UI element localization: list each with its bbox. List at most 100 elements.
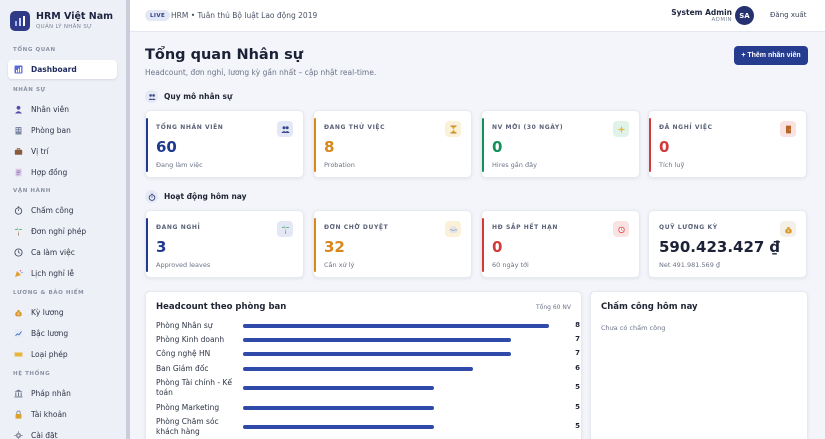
- stat-card: NV MỚI (30 NGÀY) 0 Hires gần đây: [481, 110, 640, 178]
- sidebar-item[interactable]: Chấm công: [8, 201, 117, 220]
- sidebar-item-label: Chấm công: [31, 206, 74, 215]
- department-bar-track: [243, 324, 549, 328]
- department-bar: [243, 338, 511, 342]
- party-icon: [14, 269, 23, 278]
- section-title: Quy mô nhân sự: [164, 92, 233, 101]
- card-accent-bar: [146, 118, 148, 172]
- stat-card-value: 3: [156, 238, 167, 256]
- sidebar-section-label: VẬN HÀNH: [13, 188, 51, 194]
- section-scale: Quy mô nhân sự: [145, 90, 232, 103]
- department-name: Ban Giám đốc: [156, 364, 209, 373]
- sidebar-item[interactable]: Pháp nhân: [8, 384, 117, 403]
- department-bar-track: [243, 338, 549, 342]
- card-accent-bar: [482, 218, 484, 272]
- department-bar-track: [243, 406, 549, 410]
- department-count: 6: [575, 364, 580, 372]
- sidebar-item-label: Đơn nghỉ phép: [31, 227, 87, 236]
- stat-card-label: ĐANG NGHỈ: [156, 224, 201, 231]
- stopwatch-icon: [14, 206, 23, 215]
- sidebar-item[interactable]: Loại phép: [8, 345, 117, 364]
- sidebar-item[interactable]: Nhân viên: [8, 100, 117, 119]
- stat-card-value: 0: [492, 138, 503, 156]
- sidebar-item-label: Phòng ban: [31, 126, 71, 135]
- door-icon: [780, 121, 796, 137]
- department-bar: [243, 367, 473, 371]
- money-bag-icon: $: [14, 308, 23, 317]
- sidebar: HRM Việt Nam QUẢN LÝ NHÂN SỰ TỔNG QUAN Da…: [0, 0, 130, 439]
- department-count: 5: [575, 422, 580, 430]
- stat-card: ĐANG NGHỈ 3 Approved leaves: [145, 210, 304, 278]
- sidebar-item[interactable]: Ca làm việc: [8, 243, 117, 262]
- sidebar-scrollbar[interactable]: [126, 0, 130, 439]
- people-icon: [277, 121, 293, 137]
- sidebar-item[interactable]: Tài khoản: [8, 405, 117, 424]
- clock-icon: [14, 248, 23, 257]
- stat-card-note: Tích luỹ: [659, 161, 685, 169]
- people-icon: [145, 90, 158, 103]
- stat-card-value: 60: [156, 138, 177, 156]
- stat-card-note: Cần xử lý: [324, 261, 355, 269]
- department-name: Phòng Nhân sự: [156, 321, 213, 330]
- department-count: 7: [575, 349, 580, 357]
- sidebar-item-label: Bậc lương: [31, 329, 69, 338]
- brand-subtitle: QUẢN LÝ NHÂN SỰ: [36, 24, 93, 30]
- department-bar: [243, 406, 435, 410]
- sidebar-item[interactable]: Hợp đồng: [8, 163, 117, 182]
- sidebar-item[interactable]: Đơn nghỉ phép: [8, 222, 117, 241]
- brand-logo-icon: [10, 11, 30, 31]
- logout-link[interactable]: Đăng xuất: [770, 11, 807, 19]
- sidebar-item-label: Loại phép: [31, 350, 68, 359]
- sidebar-item[interactable]: Phòng ban: [8, 121, 117, 140]
- department-name: Phòng Kinh doanh: [156, 335, 225, 344]
- avatar[interactable]: SA: [735, 6, 754, 25]
- stat-card: ĐÃ NGHỈ VIỆC 0 Tích luỹ: [648, 110, 807, 178]
- sidebar-item[interactable]: $ Kỳ lương: [8, 303, 117, 322]
- palm-tree-icon: [14, 227, 23, 236]
- department-bar: [243, 324, 549, 328]
- bank-icon: [14, 389, 23, 398]
- sidebar-item-label: Nhân viên: [31, 105, 69, 114]
- stat-card-note: Đang làm việc: [156, 161, 203, 169]
- sidebar-item-label: Tài khoản: [31, 410, 67, 419]
- department-name: Phòng Marketing: [156, 403, 220, 412]
- chart-icon: [14, 65, 23, 74]
- sidebar-item[interactable]: Bậc lương: [8, 324, 117, 343]
- page-subtitle: Headcount, đơn nghỉ, lương kỳ gần nhất –…: [145, 68, 377, 77]
- page-title: Tổng quan Nhân sự: [145, 47, 304, 63]
- stat-card-label: NV MỚI (30 NGÀY): [492, 124, 564, 131]
- department-count: 5: [575, 403, 580, 411]
- sidebar-item[interactable]: Lịch nghỉ lễ: [8, 264, 117, 283]
- stat-card: TỔNG NHÂN VIÊN 60 Đang làm việc: [145, 110, 304, 178]
- palm-tree-icon: [277, 221, 293, 237]
- department-bar-track: [243, 425, 549, 429]
- sidebar-item-label: Vị trí: [31, 147, 49, 156]
- card-accent-bar: [314, 118, 316, 172]
- sidebar-item[interactable]: Cài đặt: [8, 426, 117, 439]
- stat-card: ĐƠN CHỜ DUYỆT 32 Cần xử lý: [313, 210, 472, 278]
- ticket-icon: [14, 350, 23, 359]
- sidebar-item-label: Kỳ lương: [31, 308, 64, 317]
- briefcase-icon: [14, 147, 23, 156]
- stat-card: QUỸ LƯƠNG KỲ 590.423.427 ₫ Net 491.981.569…: [648, 210, 807, 278]
- section-title: Hoạt động hôm nay: [164, 192, 247, 201]
- sidebar-item-label: Cài đặt: [31, 431, 58, 439]
- sidebar-section-label: LƯƠNG & BẢO HIỂM: [13, 290, 85, 296]
- department-count: 5: [575, 383, 580, 391]
- stat-card-note: 60 ngày tới: [492, 261, 529, 269]
- card-accent-bar: [314, 218, 316, 272]
- sidebar-item-label: Hợp đồng: [31, 168, 68, 177]
- sidebar-item[interactable]: Dashboard: [8, 60, 117, 79]
- alarm-icon: [613, 221, 629, 237]
- stat-card-label: QUỸ LƯƠNG KỲ: [659, 224, 718, 231]
- stat-card: HĐ SẮP HẾT HẠN 0 60 ngày tới: [481, 210, 640, 278]
- stat-card-value: 590.423.427 ₫: [659, 238, 780, 256]
- stat-card-value: 0: [492, 238, 503, 256]
- sidebar-section-label: NHÂN SỰ: [13, 87, 46, 93]
- sidebar-item-label: Pháp nhân: [31, 389, 71, 398]
- stat-card-label: ĐANG THỬ VIỆC: [324, 124, 386, 131]
- brand[interactable]: HRM Việt Nam QUẢN LÝ NHÂN SỰ: [10, 11, 113, 31]
- building-icon: [14, 126, 23, 135]
- sidebar-item[interactable]: Vị trí: [8, 142, 117, 161]
- add-employee-button[interactable]: + Thêm nhân viên: [734, 46, 808, 65]
- user-icon: [14, 105, 23, 114]
